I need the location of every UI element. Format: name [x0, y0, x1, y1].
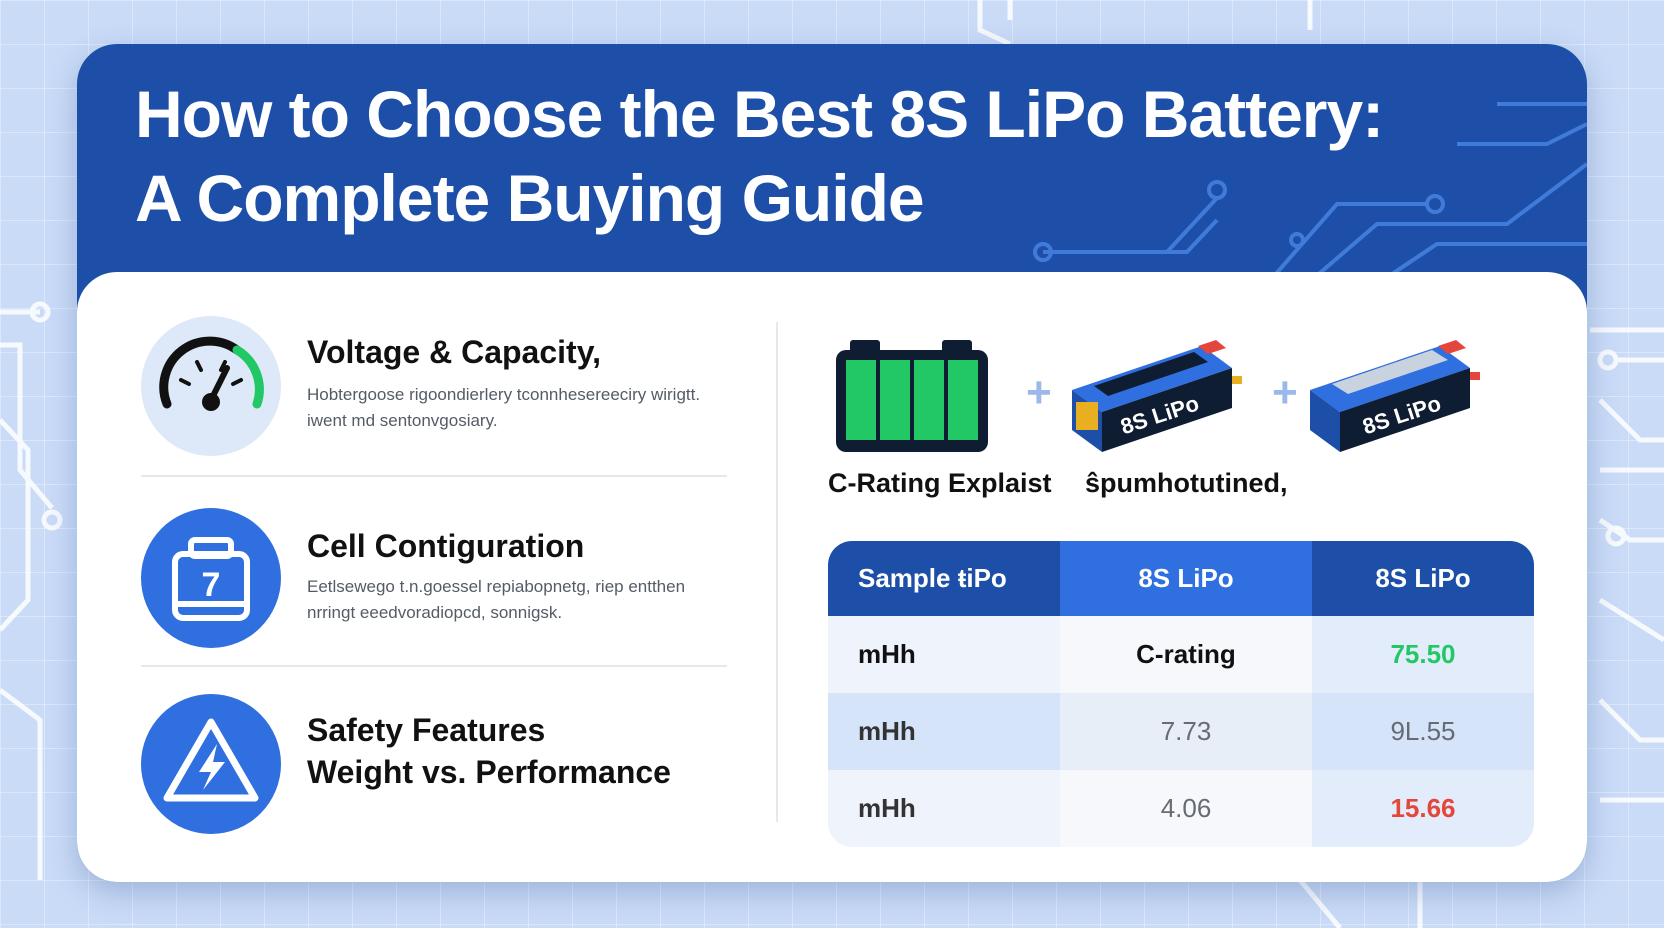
feature-separator [141, 665, 727, 667]
table-header-cell: Sample ŧiPo [828, 541, 1060, 616]
title-line-2: A Complete Buying Guide [135, 161, 925, 235]
battery-cell-icon: 7 [141, 508, 281, 648]
table-cell: mHh [828, 770, 1060, 847]
svg-text:7: 7 [202, 566, 221, 604]
plus-icon: + [1272, 368, 1298, 417]
header-circuit-decoration [1033, 102, 1587, 284]
feature-title: Voltage & Capacity, [307, 334, 601, 370]
table-cell: 7.73 [1060, 693, 1312, 770]
feature-title-secondary: Weight vs. Performance [307, 754, 671, 790]
feature-title: Safety Features [307, 712, 546, 748]
table-cell: mHh [828, 693, 1060, 770]
table-cell: C-rating [1060, 616, 1312, 693]
lipo-pack-2 [1310, 340, 1480, 452]
feature-title: Cell Contiguration [307, 528, 585, 564]
table-header-cell: 8S LiPo [1060, 541, 1312, 616]
lipo-pack-1 [1072, 340, 1242, 452]
feature-description: Eetlsewego t.n.goessel repiabopnetg, rie… [307, 577, 686, 622]
battery-charge-icon [836, 340, 988, 452]
table-cell: 9L.55 [1312, 693, 1534, 770]
page-title: How to Choose the Best 8S LiPo Battery: … [135, 72, 1384, 240]
table-cell: 4.06 [1060, 770, 1312, 847]
guide-card: How to Choose the Best 8S LiPo Battery: … [77, 44, 1587, 882]
lightning-warning-icon [141, 694, 281, 834]
table-cell: 75.50 [1312, 616, 1534, 693]
table-row: mHh 7.73 9L.55 [828, 693, 1534, 770]
plus-icon: + [1026, 368, 1052, 417]
table-row: mHh C-rating 75.50 [828, 616, 1534, 693]
feature-separator [141, 475, 727, 477]
table-header-cell: 8S LiPo [1312, 541, 1534, 616]
c-rating-sublabel: ŝpumhotutined, [1085, 468, 1288, 498]
comparison-table: Sample ŧiPo 8S LiPo 8S LiPo mHh C-rating… [828, 541, 1534, 847]
title-line-1: How to Choose the Best 8S LiPo Battery: [135, 77, 1384, 151]
table-cell: 15.66 [1312, 770, 1534, 847]
table-row: mHh 4.06 15.66 [828, 770, 1534, 847]
c-rating-label: C-Rating Explaist [828, 468, 1052, 498]
table-header-row: Sample ŧiPo 8S LiPo 8S LiPo [828, 541, 1534, 616]
battery-illustrations: 8S LiPo 8S LiPo + + [832, 332, 1512, 462]
feature-description: Hobtergoose rigoondierlery tconnhesereec… [307, 385, 701, 430]
table-cell: mHh [828, 616, 1060, 693]
speedometer-icon [141, 316, 281, 456]
content-panel: Voltage & Capacity, Hobtergoose rigoondi… [77, 272, 1587, 882]
column-divider [776, 322, 778, 822]
